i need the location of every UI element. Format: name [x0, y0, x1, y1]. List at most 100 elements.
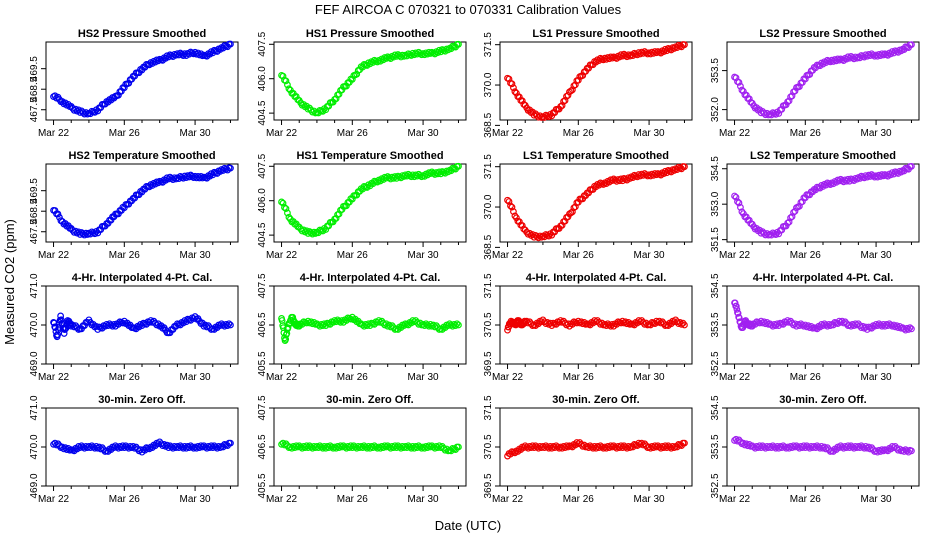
data-point	[536, 232, 544, 240]
data-point	[638, 48, 646, 56]
chart-panel: LS2 Temperature Smoothed Mar 22 Mar 26 Mar …	[710, 150, 920, 261]
data-point	[844, 442, 852, 450]
data-point	[756, 442, 764, 450]
data-point	[529, 442, 537, 450]
y-tick-label: 369.5	[483, 351, 494, 376]
data-point	[70, 228, 78, 236]
y-tick-label: 471.0	[29, 395, 40, 420]
x-tick-label: Mar 26	[563, 372, 595, 383]
data-point	[599, 181, 607, 188]
data-point	[154, 179, 162, 187]
data-point	[735, 199, 743, 207]
data-point	[853, 175, 861, 183]
y-tick-label: 407.5	[257, 273, 268, 298]
data-point	[790, 442, 797, 450]
data-point	[625, 51, 632, 59]
data-point	[184, 442, 192, 450]
data-point	[227, 40, 234, 48]
x-tick-label: Mar 22	[266, 250, 298, 261]
data-point	[607, 53, 615, 61]
data-point	[882, 320, 890, 328]
data-point	[651, 442, 659, 450]
data-point	[278, 198, 285, 206]
x-tick-label: Mar 22	[492, 250, 524, 261]
data-point	[450, 320, 458, 328]
x-tick-label: Mar 22	[719, 128, 751, 139]
data-point	[903, 324, 911, 332]
y-tick-label: 404.5	[257, 222, 268, 247]
data-point	[678, 320, 685, 328]
x-tick-label: Mar 22	[38, 494, 70, 505]
data-point	[826, 181, 834, 188]
data-point	[381, 442, 389, 450]
data-point	[899, 446, 907, 454]
data-point	[453, 320, 461, 328]
y-tick-label: 354.5	[710, 273, 721, 298]
data-point	[561, 97, 569, 104]
data-point	[787, 214, 794, 222]
data-point	[865, 50, 873, 58]
data-point	[880, 447, 887, 455]
data-point	[312, 230, 319, 237]
data-point	[735, 314, 743, 322]
data-point	[583, 442, 591, 450]
data-point	[173, 442, 181, 450]
panel-title: 4-Hr. Interpolated 4-Pt. Cal.	[300, 272, 441, 284]
panel-title: HS1 Temperature Smoothed	[296, 150, 443, 162]
data-point	[303, 442, 311, 450]
x-tick-label: Mar 30	[634, 494, 666, 505]
data-point	[835, 56, 843, 64]
data-point	[776, 442, 784, 450]
y-tick-label: 469.5	[29, 178, 40, 203]
x-tick-label: Mar 22	[492, 372, 524, 383]
data-point	[313, 442, 321, 450]
data-point	[507, 202, 514, 210]
x-axis-label: Date (UTC)	[435, 518, 501, 533]
data-point	[733, 306, 741, 313]
data-point	[852, 53, 859, 61]
y-tick-label: 351.5	[710, 227, 721, 252]
x-tick-label: Mar 22	[38, 128, 70, 139]
chart-panel: 4-Hr. Interpolated 4-Pt. Cal. Mar 22 Mar 2…	[257, 272, 467, 383]
chart-panel: LS2 Pressure Smoothed Mar 22 Mar 26 Mar 30 3…	[710, 28, 920, 139]
data-point	[216, 444, 224, 452]
data-point	[159, 442, 167, 450]
panel-title: 4-Hr. Interpolated 4-Pt. Cal.	[72, 272, 213, 284]
panel-title: 4-Hr. Interpolated 4-Pt. Cal.	[753, 272, 894, 284]
data-point	[70, 106, 78, 114]
data-point	[197, 442, 205, 450]
chart-panel: HS2 Temperature Smoothed Mar 22 Mar 26 Mar …	[29, 150, 239, 261]
data-point	[173, 50, 181, 58]
data-point	[539, 442, 547, 450]
y-tick-label: 407.5	[257, 153, 268, 178]
x-tick-label: Mar 30	[408, 128, 440, 139]
y-tick-label: 471.0	[29, 273, 40, 298]
panel-title: 30-min. Zero Off.	[552, 394, 639, 406]
data-point	[103, 320, 111, 328]
data-point	[794, 320, 802, 328]
data-point	[510, 84, 517, 92]
panel-title: LS2 Temperature Smoothed	[750, 150, 896, 162]
chart-panel: 4-Hr. Interpolated 4-Pt. Cal. Mar 22 Mar 2…	[483, 272, 693, 383]
y-tick-label: 353.0	[710, 191, 721, 216]
y-tick-label: 469.0	[29, 473, 40, 498]
y-tick-label: 469.0	[29, 351, 40, 376]
data-point	[651, 170, 659, 177]
x-tick-label: Mar 22	[492, 128, 524, 139]
data-point	[681, 439, 688, 447]
data-point	[382, 55, 390, 62]
data-point	[227, 439, 234, 447]
data-point	[57, 312, 65, 320]
y-tick-label: 371.5	[483, 154, 494, 179]
panel-title: LS1 Temperature Smoothed	[523, 150, 669, 162]
data-point	[184, 172, 192, 180]
data-point	[653, 171, 660, 179]
y-tick-label: 353.5	[710, 434, 721, 459]
data-point	[607, 442, 615, 450]
data-point	[281, 204, 288, 211]
data-point	[542, 320, 550, 328]
x-tick-label: Mar 30	[180, 250, 212, 261]
x-tick-label: Mar 26	[109, 372, 141, 383]
y-tick-label: 467.5	[29, 219, 40, 244]
